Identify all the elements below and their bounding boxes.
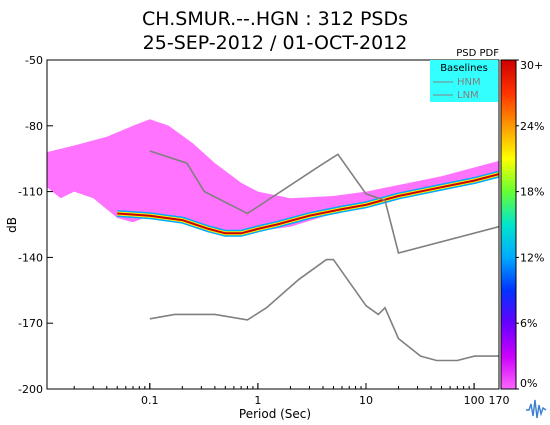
y-tick-label: -140 (18, 251, 43, 264)
pdf-band-high (117, 173, 499, 235)
colorbar-tick-label: 18% (520, 186, 544, 199)
colorbar-label: PSD PDF (456, 48, 499, 59)
pdf-band-low (47, 119, 499, 236)
x-axis-label: Period (Sec) (239, 407, 311, 421)
y-axis: -50 -80 -110 -140 -170 -200 (18, 54, 53, 396)
legend-entry-hnm: HNM (457, 77, 481, 88)
waveform-logo (524, 396, 548, 422)
plot-frame (46, 59, 500, 390)
colorbar-tick-label: 6% (520, 317, 537, 330)
y-tick-label: -200 (18, 383, 43, 396)
y-tick-label: -80 (25, 120, 43, 133)
x-tick-label: 1 (254, 394, 261, 407)
baseline-curves (149, 150, 499, 362)
y-axis-label: dB (5, 217, 19, 233)
colorbar-tick-label: 24% (520, 120, 544, 133)
colorbar (500, 59, 517, 390)
legend-entry-lnm: LNM (457, 90, 479, 101)
colorbar-tick-label: 30+ (520, 59, 543, 72)
legend-title: Baselines (440, 63, 488, 74)
waveform-logo-icon (526, 399, 547, 419)
series-lnm (149, 258, 499, 362)
colorbar-tick-label: 0% (520, 377, 537, 390)
x-tick-label: 0.1 (141, 394, 159, 407)
chart-subtitle: 25-SEP-2012 / 01-OCT-2012 (143, 32, 408, 54)
x-tick-label: 170 (489, 394, 510, 407)
y-tick-label: -50 (25, 54, 43, 67)
baselines-legend: Baselines HNM LNM (430, 60, 498, 102)
series-hnm (149, 150, 499, 254)
chart-title: CH.SMUR.--.HGN : 312 PSDs (142, 8, 408, 30)
x-tick-label: 10 (359, 394, 373, 407)
pdf-density-bands (47, 119, 499, 237)
colorbar-tick-label: 12% (520, 251, 544, 264)
y-tick-label: -110 (18, 186, 43, 199)
colorbar-ticks: 30+ 24% 18% 12% 6% 0% (516, 59, 544, 390)
x-axis: 0.1 1 10 100 170 (73, 383, 510, 407)
y-tick-label: -170 (18, 317, 43, 330)
x-tick-label: 100 (464, 394, 485, 407)
